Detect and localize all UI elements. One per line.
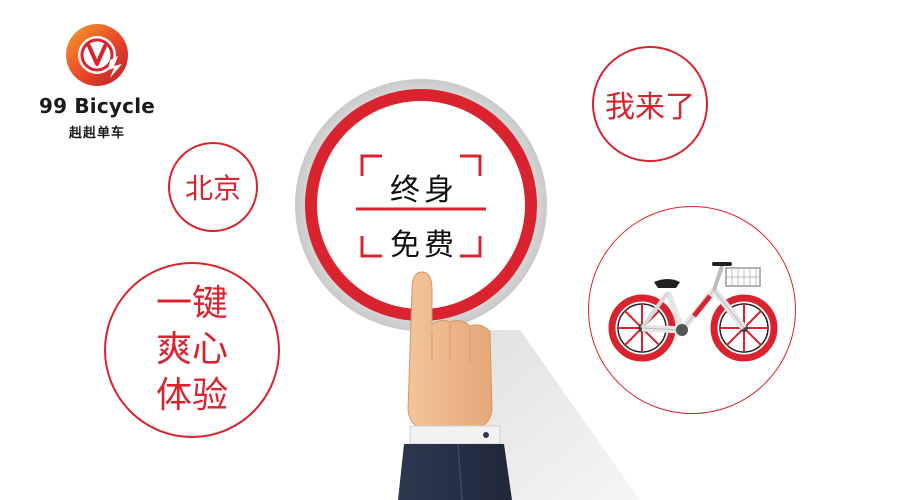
badge-line-2: 免费 <box>390 228 458 263</box>
greeting-bubble: 我来了 <box>592 46 708 162</box>
city-bubble: 北京 <box>168 142 258 232</box>
city-label: 北京 <box>184 172 241 205</box>
feature-line-1: 一键 <box>155 283 228 324</box>
greeting-label: 我来了 <box>605 90 695 125</box>
feature-line-3: 体验 <box>155 375 228 416</box>
bicycle-icon <box>608 262 778 362</box>
brand-name-en: 99 Bicycle <box>38 94 156 118</box>
free-badge <box>295 79 547 331</box>
bike-bubble <box>588 206 796 414</box>
feature-line-2: 爽心 <box>155 329 228 370</box>
feature-bubble: 一键 爽心 体验 <box>104 262 280 438</box>
brand-logo: 99 Bicycle 赳赳单车 <box>32 22 162 152</box>
badge-line-1: 终身 <box>390 173 458 208</box>
brand-name-cn: 赳赳单车 <box>68 126 125 141</box>
bicycle-logo-icon <box>66 24 128 86</box>
sleeve <box>398 425 512 500</box>
